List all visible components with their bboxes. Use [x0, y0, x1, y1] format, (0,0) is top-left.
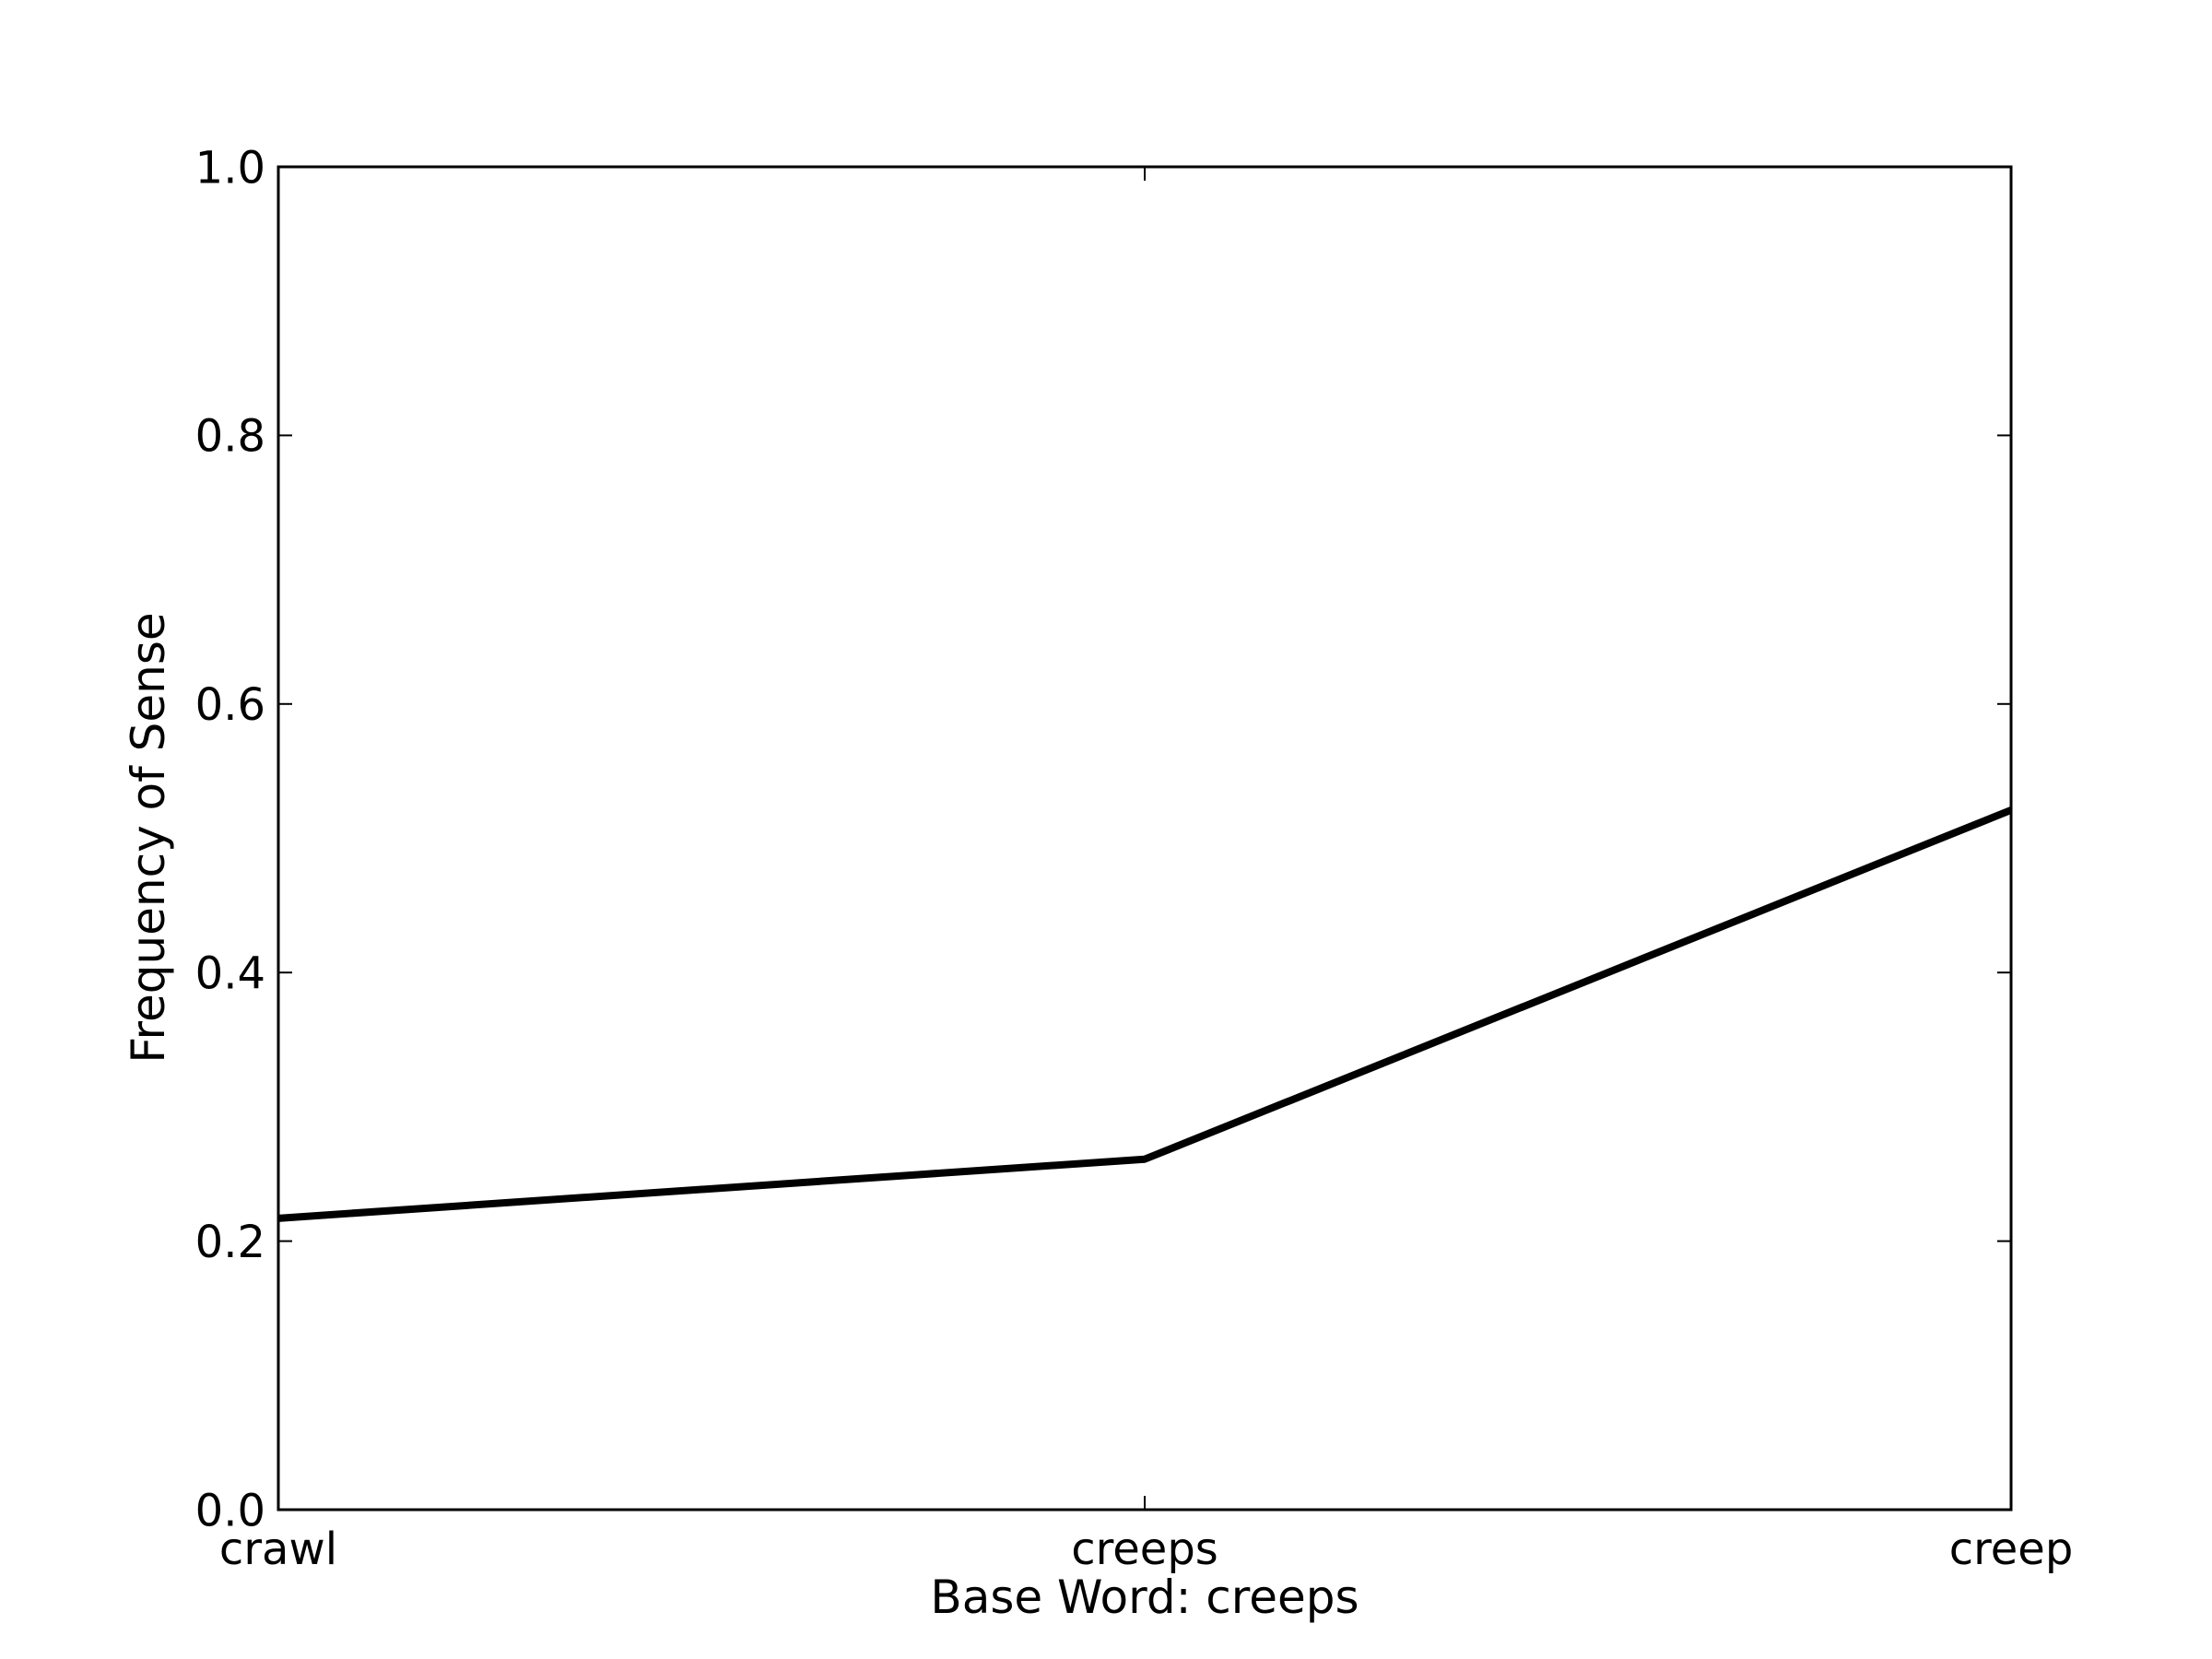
series-line — [277, 806, 2013, 1222]
y-tick-label: 0.4 — [195, 947, 265, 999]
x-tick-label: creeps — [1071, 1524, 1218, 1575]
y-tick-label: 0.6 — [195, 679, 265, 731]
x-axis-ticks: crawl creeps creep — [219, 167, 2073, 1575]
y-axis-label: Frequency of Sense — [122, 612, 175, 1063]
plot-background — [278, 167, 2011, 1510]
x-axis-label: Base Word: creeps — [930, 1571, 1359, 1624]
y-tick-label: 0.2 — [195, 1217, 265, 1268]
x-tick-label: creep — [1949, 1524, 2074, 1575]
y-tick-label: 0.0 — [195, 1485, 265, 1536]
y-tick-label: 1.0 — [195, 142, 265, 194]
plot-frame — [276, 165, 2013, 1512]
x-tick-label: crawl — [219, 1524, 337, 1575]
y-axis-ticks: 0.0 0.2 0.4 0.6 0.8 1.0 — [195, 142, 2011, 1536]
y-tick-label: 0.8 — [195, 411, 265, 463]
